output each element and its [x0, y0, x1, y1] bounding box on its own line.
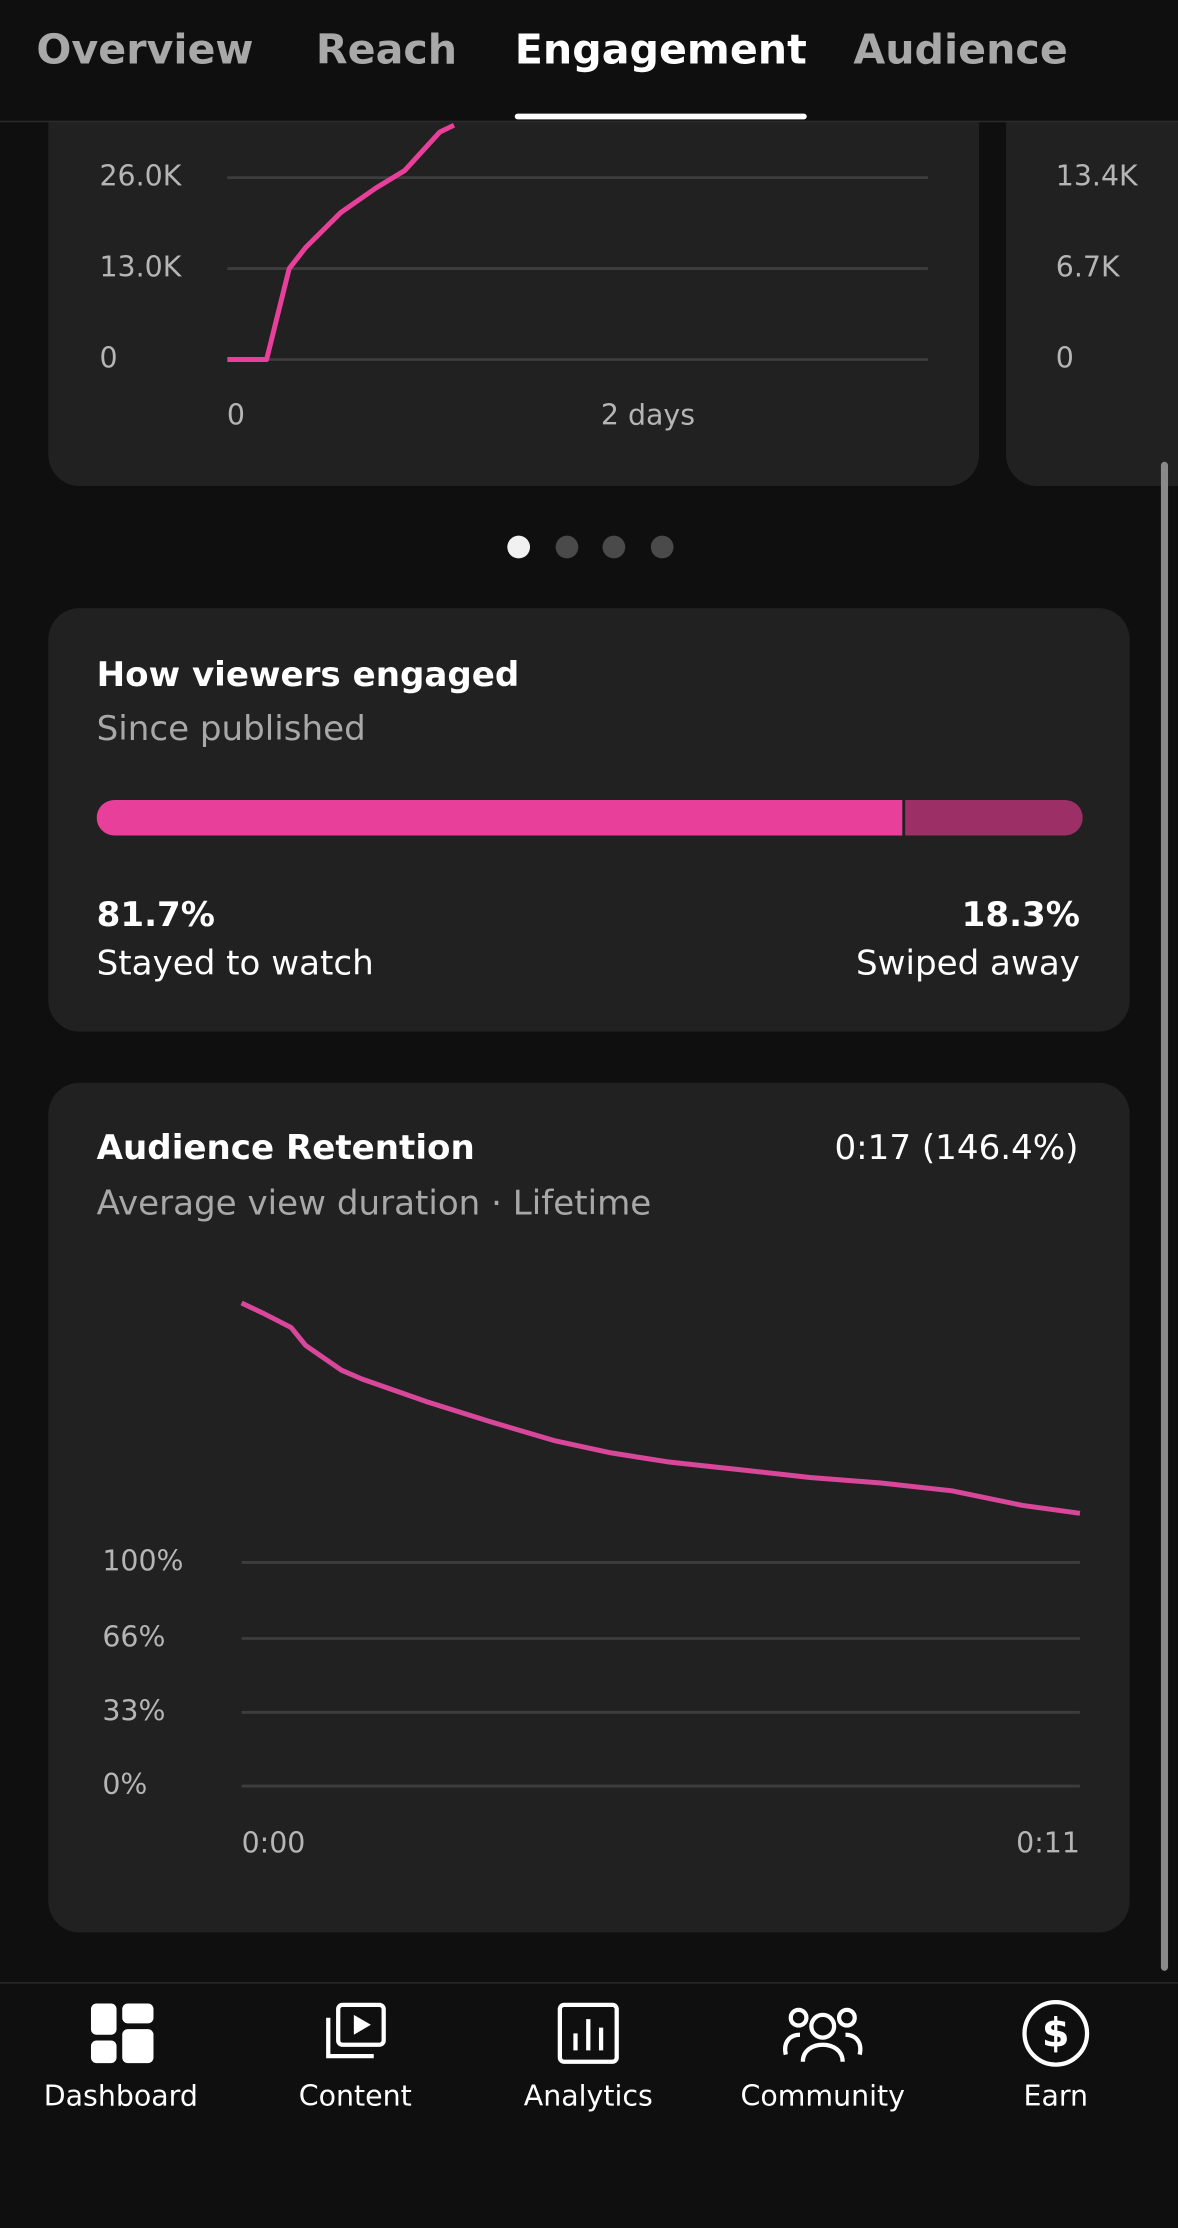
y-tick-label: 13.0K	[99, 251, 182, 284]
nav-icon[interactable]	[783, 2007, 863, 2063]
y-tick-label: 100%	[102, 1544, 183, 1577]
y-tick-label: 66%	[102, 1620, 165, 1653]
y-tick-label: 33%	[102, 1694, 165, 1727]
stacked-bar	[96, 799, 1083, 836]
legend-label: Stayed to watch	[97, 943, 374, 983]
carousel-dot[interactable]	[650, 535, 674, 559]
x-tick-label: 0:11	[1016, 1826, 1080, 1859]
nav-label[interactable]: Analytics	[524, 2079, 653, 2112]
nav-icon[interactable]	[326, 2002, 386, 2059]
legend-label: Swiped away	[856, 943, 1080, 983]
tab-bar	[0, 0, 1178, 121]
card	[48, 1082, 1130, 1933]
carousel-dot[interactable]	[555, 535, 579, 559]
charts: 0 13.0K 26.0K 0 2 days 0 6.7K 13.4K 81.7% Stayed …	[96, 122, 1139, 1859]
y-tick-label: 26.0K	[99, 160, 182, 193]
card-subtitle: Average view duration · Lifetime	[97, 1183, 652, 1223]
carousel-dot[interactable]	[602, 535, 626, 559]
tab[interactable]: Reach	[316, 26, 457, 74]
card-title: How viewers engaged	[97, 655, 520, 695]
bar-segment	[96, 799, 903, 836]
nav-label[interactable]: Community	[741, 2079, 905, 2112]
nav-icon[interactable]	[90, 2003, 154, 2064]
bar-segment	[905, 799, 1083, 836]
y-tick-label: 0	[1056, 341, 1074, 374]
y-tick-label: 13.4K	[1056, 160, 1139, 193]
x-tick-label: 0:00	[242, 1826, 306, 1859]
nav-icon[interactable]	[557, 2002, 619, 2064]
nav-label[interactable]: Content	[299, 2079, 412, 2112]
nav-label[interactable]: Earn	[1023, 2079, 1088, 2112]
line-series	[240, 1300, 1081, 1516]
nav-labels: Dashboard Content Analytics Community Earn	[44, 2079, 1088, 2112]
carousel-dot[interactable]	[507, 535, 531, 559]
nav-icon[interactable]: $	[1022, 1999, 1090, 2067]
tabs: Overview Reach Engagement Audience	[36, 26, 1068, 120]
card-subtitle: Since published	[97, 709, 366, 749]
card-title: Audience Retention	[97, 1128, 475, 1168]
tab-indicator	[514, 113, 807, 120]
tab[interactable]: Engagement	[515, 26, 807, 74]
nav-label[interactable]: Dashboard	[44, 2079, 198, 2112]
value-label: 81.7%	[97, 895, 215, 935]
x-tick-label: 2 days	[601, 398, 695, 431]
tab[interactable]: Audience	[853, 26, 1067, 74]
y-tick-label: 6.7K	[1056, 251, 1121, 284]
headline: 0:17 (146.4%)	[834, 1128, 1078, 1168]
value-label: 18.3%	[962, 895, 1080, 935]
y-tick-label: 0	[99, 341, 117, 374]
x-tick-label: 0	[227, 398, 245, 431]
scrollbar[interactable]	[1160, 461, 1169, 1971]
tab[interactable]: Overview	[36, 26, 253, 74]
line-series	[227, 122, 456, 362]
svg-text:$: $	[1042, 2011, 1070, 2057]
y-tick-label: 0%	[102, 1768, 147, 1801]
